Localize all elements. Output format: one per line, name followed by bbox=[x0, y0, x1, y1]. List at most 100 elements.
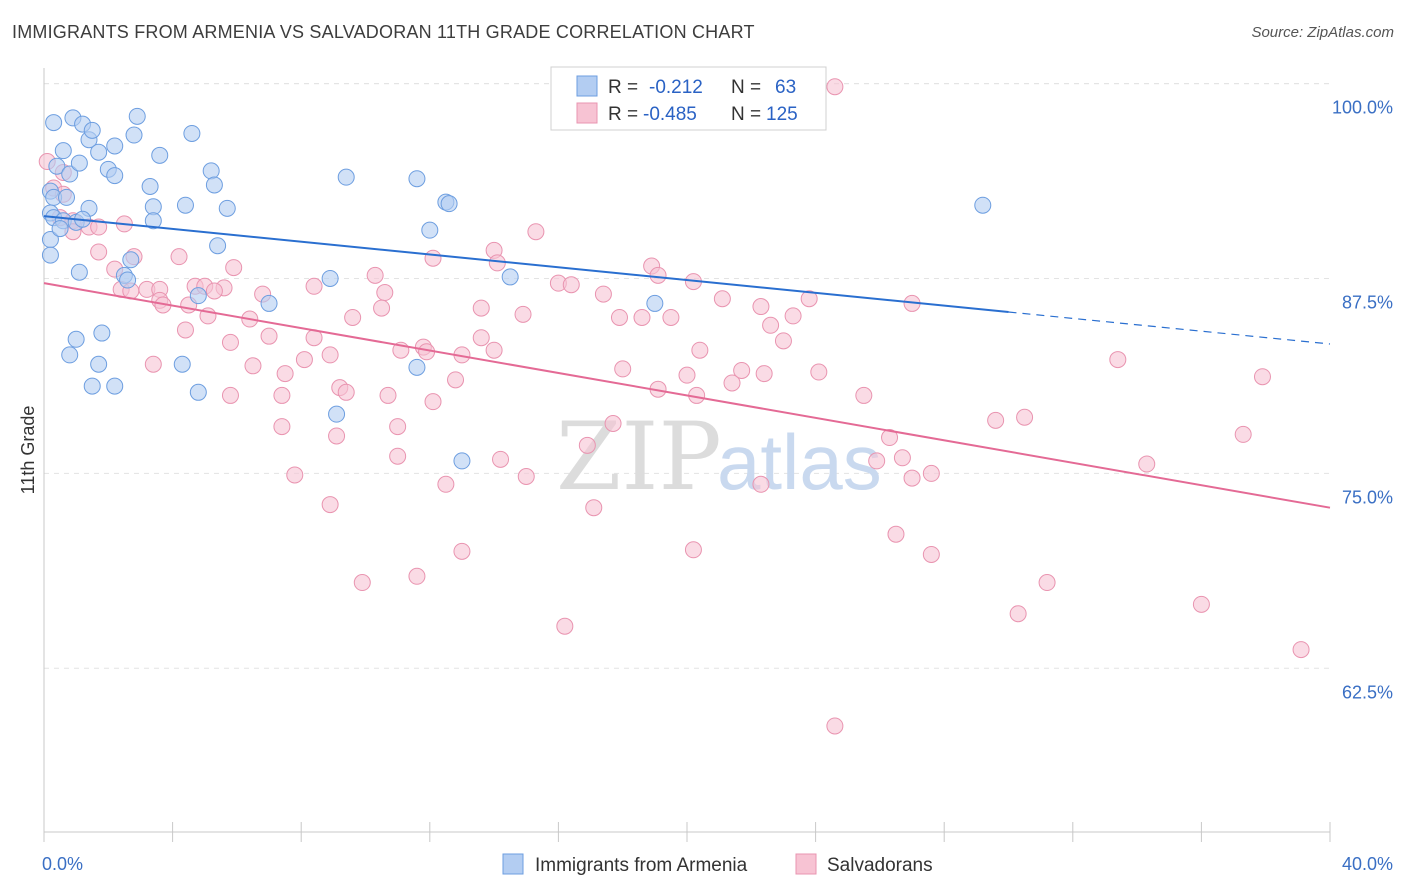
salvadoran-point bbox=[273, 386, 291, 404]
salvadoran-point bbox=[221, 333, 239, 351]
armenia-point bbox=[61, 346, 79, 364]
armenia-point bbox=[974, 196, 992, 214]
salvadoran-point bbox=[424, 249, 442, 267]
chart-title: IMMIGRANTS FROM ARMENIA VS SALVADORAN 11… bbox=[12, 22, 755, 42]
salvadoran-point bbox=[144, 355, 162, 373]
salvadoran-point bbox=[800, 290, 818, 308]
armenia-point bbox=[41, 246, 59, 264]
armenia-point bbox=[501, 268, 519, 286]
salvadoran-point bbox=[447, 371, 465, 389]
legend-n-value-armenia: 63 bbox=[775, 77, 796, 98]
salvadoran-point bbox=[691, 341, 709, 359]
armenia-point bbox=[70, 263, 88, 281]
y-tick-label: 75.0% bbox=[1342, 487, 1393, 507]
y-axis-label: 11th Grade bbox=[18, 406, 38, 495]
series-legend: Immigrants from Armenia Salvadorans bbox=[502, 853, 933, 876]
legend-r-value-salvadoran: -0.485 bbox=[643, 104, 697, 125]
salvadoran-point bbox=[922, 545, 940, 563]
armenia-point bbox=[421, 221, 439, 239]
salvadoran-point bbox=[366, 266, 384, 284]
salvadoran-point bbox=[762, 316, 780, 334]
legend-r-value-armenia: -0.212 bbox=[649, 77, 703, 98]
salvadoran-point bbox=[273, 418, 291, 436]
watermark-zip: ZIP bbox=[556, 403, 722, 512]
legend-n-label-salvadoran: N = bbox=[731, 104, 761, 125]
armenia-point bbox=[93, 324, 111, 342]
armenia-points bbox=[41, 107, 992, 470]
salvadoran-point bbox=[225, 259, 243, 277]
salvadoran-point bbox=[649, 266, 667, 284]
armenia-point bbox=[189, 383, 207, 401]
salvadoran-point bbox=[321, 346, 339, 364]
armenia-point bbox=[106, 377, 124, 395]
legend-n-label-armenia: N = bbox=[731, 77, 761, 98]
armenia-point bbox=[151, 146, 169, 164]
armenia-point bbox=[67, 330, 85, 348]
salvadoran-point bbox=[376, 284, 394, 302]
salvadoran-point bbox=[424, 393, 442, 411]
salvadoran-point bbox=[353, 574, 371, 592]
salvadoran-point bbox=[868, 452, 886, 470]
salvadoran-point bbox=[276, 365, 294, 383]
salvadoran-point bbox=[221, 386, 239, 404]
armenia-point bbox=[54, 142, 72, 160]
salvadoran-point bbox=[373, 299, 391, 317]
salvadoran-point bbox=[344, 308, 362, 326]
salvadoran-point bbox=[260, 327, 278, 345]
armenia-point bbox=[328, 405, 346, 423]
legend-swatch-armenia bbox=[576, 75, 598, 97]
armenia-point bbox=[128, 107, 146, 125]
armenia-point bbox=[453, 452, 471, 470]
salvadoran-point bbox=[286, 466, 304, 484]
salvadoran-point bbox=[488, 254, 506, 272]
armenia-point bbox=[48, 157, 66, 175]
salvadoran-point bbox=[472, 299, 490, 317]
armenia-point bbox=[83, 121, 101, 139]
armenia-point bbox=[90, 143, 108, 161]
armenia-point bbox=[189, 287, 207, 305]
salvadoran-point bbox=[922, 464, 940, 482]
salvadoran-point bbox=[472, 329, 490, 347]
salvadoran-point bbox=[826, 717, 844, 735]
salvadoran-point bbox=[1138, 455, 1156, 473]
salvadoran-point bbox=[328, 427, 346, 445]
x-tick-label-min: 0.0% bbox=[42, 854, 83, 874]
y-tick-label: 87.5% bbox=[1342, 292, 1393, 312]
armenia-point bbox=[183, 124, 201, 142]
salvadoran-point bbox=[723, 374, 741, 392]
salvadoran-point bbox=[437, 475, 455, 493]
armenia-point bbox=[321, 269, 339, 287]
salvadoran-point bbox=[594, 285, 612, 303]
armenia-point bbox=[173, 355, 191, 373]
salvadoran-point bbox=[810, 363, 828, 381]
armenia-point bbox=[260, 294, 278, 312]
salvadoran-point bbox=[517, 468, 535, 486]
legend-r-label-armenia: R = bbox=[608, 77, 638, 98]
armenia-point bbox=[122, 251, 140, 269]
x-tick-label-max: 40.0% bbox=[1342, 854, 1393, 874]
salvadoran-point bbox=[578, 436, 596, 454]
salvadoran-point bbox=[205, 282, 223, 300]
legend-r-label-salvadoran: R = bbox=[608, 104, 638, 125]
salvadoran-point bbox=[752, 298, 770, 316]
armenia-point bbox=[202, 162, 220, 180]
salvadoran-point bbox=[1016, 408, 1034, 426]
salvadoran-point bbox=[826, 78, 844, 96]
armenia-point bbox=[61, 165, 79, 183]
salvadoran-point bbox=[684, 541, 702, 559]
armenia-point bbox=[218, 199, 236, 217]
armenia-point bbox=[125, 126, 143, 144]
watermark-atlas: atlas bbox=[717, 418, 882, 506]
armenia-point bbox=[408, 170, 426, 188]
salvadoran-point bbox=[485, 341, 503, 359]
bottom-legend-label-salvadoran: Salvadorans bbox=[827, 855, 933, 876]
bottom-legend-label-armenia: Immigrants from Armenia bbox=[535, 855, 748, 876]
legend-n-value-salvadoran: 125 bbox=[766, 104, 798, 125]
armenia-point bbox=[119, 271, 137, 289]
salvadoran-point bbox=[90, 243, 108, 261]
armenia-point bbox=[141, 177, 159, 195]
armenia-point bbox=[83, 377, 101, 395]
salvadoran-point bbox=[295, 351, 313, 369]
bottom-legend-swatch-salvadoran bbox=[795, 853, 817, 875]
